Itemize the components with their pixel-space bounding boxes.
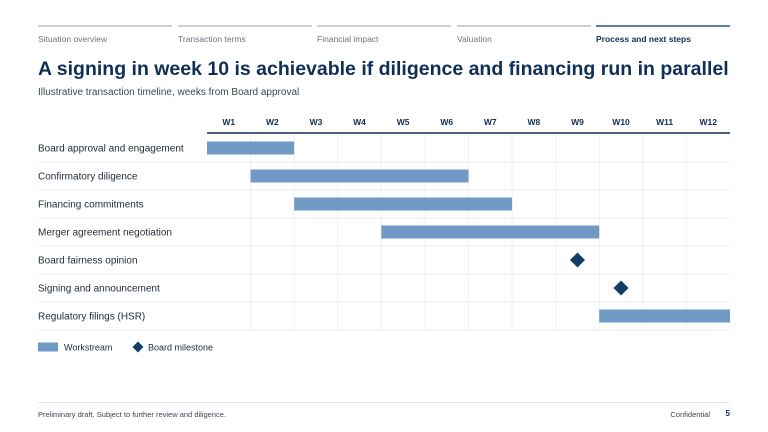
page-subtitle: Illustrative transaction timeline, weeks… bbox=[38, 87, 300, 98]
workstream-bar bbox=[294, 197, 513, 211]
workstream-bar bbox=[599, 309, 730, 323]
week-tick-label: W8 bbox=[528, 117, 541, 127]
tab-label: Situation overview bbox=[38, 34, 107, 44]
week-tick-label: W10 bbox=[612, 117, 630, 127]
week-tick-label: W3 bbox=[310, 117, 323, 127]
workstream-bar bbox=[207, 141, 295, 155]
section-tabs: Situation overview Transaction terms Fin… bbox=[38, 25, 730, 45]
row-label: Signing and announcement bbox=[38, 284, 160, 295]
week-tick-label: W5 bbox=[397, 117, 410, 127]
legend-milestone-swatch bbox=[132, 341, 144, 353]
tab-label: Transaction terms bbox=[178, 34, 246, 44]
gantt-chart: W1 W2 W3 W4 W5 W6 W7 W8 W9 W10 W11 W12 Board approva… bbox=[38, 117, 730, 353]
legend-milestone-label: Board milestone bbox=[148, 343, 213, 353]
tab-process-and-next-steps[interactable]: Process and next steps bbox=[596, 25, 730, 47]
week-tick-label: W6 bbox=[440, 117, 453, 127]
legend-workstream-label: Workstream bbox=[64, 343, 112, 353]
tab-label: Financial impact bbox=[317, 34, 379, 44]
page-title: A signing in week 10 is achievable if di… bbox=[38, 58, 729, 80]
row-label: Regulatory filings (HSR) bbox=[38, 312, 145, 323]
week-tick-label: W11 bbox=[656, 117, 673, 127]
tab-transaction-terms[interactable]: Transaction terms bbox=[178, 25, 312, 47]
classification-label: Confidential bbox=[670, 410, 710, 419]
week-tick-label: W1 bbox=[222, 117, 235, 127]
row-label: Confirmatory diligence bbox=[38, 172, 138, 183]
row-label: Board approval and engagement bbox=[38, 144, 184, 155]
tab-valuation[interactable]: Valuation bbox=[457, 25, 591, 47]
page-number: 5 bbox=[725, 409, 730, 418]
tab-financial-impact[interactable]: Financial impact bbox=[317, 25, 451, 47]
week-tick-label: W9 bbox=[571, 117, 584, 127]
milestone-marker bbox=[613, 280, 629, 296]
workstream-bar bbox=[381, 225, 600, 239]
row-label: Board fairness opinion bbox=[38, 256, 138, 267]
week-tick-label: W2 bbox=[266, 117, 279, 127]
week-tick-label: W7 bbox=[484, 117, 497, 127]
footer-divider bbox=[38, 402, 730, 403]
legend-workstream-swatch bbox=[38, 342, 58, 352]
footer-note: Preliminary draft. Subject to further re… bbox=[38, 410, 227, 419]
tab-label: Valuation bbox=[457, 34, 492, 44]
tab-label: Process and next steps bbox=[596, 34, 691, 44]
week-tick-label: W12 bbox=[699, 117, 717, 127]
milestone-marker bbox=[569, 252, 585, 268]
row-label: Financing commitments bbox=[38, 200, 144, 211]
row-label: Merger agreement negotiation bbox=[38, 228, 172, 239]
week-tick-label: W4 bbox=[353, 117, 366, 127]
tab-situation-overview[interactable]: Situation overview bbox=[38, 25, 172, 47]
workstream-bar bbox=[250, 169, 469, 183]
